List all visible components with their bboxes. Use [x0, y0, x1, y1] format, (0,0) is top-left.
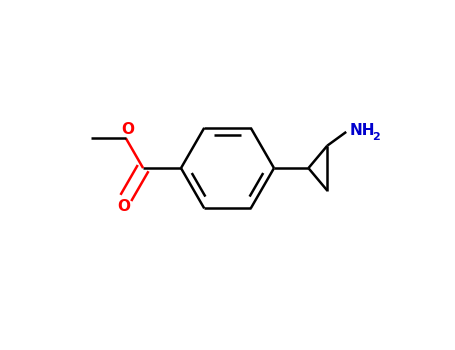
Text: NH: NH	[349, 123, 375, 138]
Text: 2: 2	[372, 132, 380, 142]
Text: O: O	[118, 199, 131, 214]
Text: O: O	[121, 122, 134, 137]
